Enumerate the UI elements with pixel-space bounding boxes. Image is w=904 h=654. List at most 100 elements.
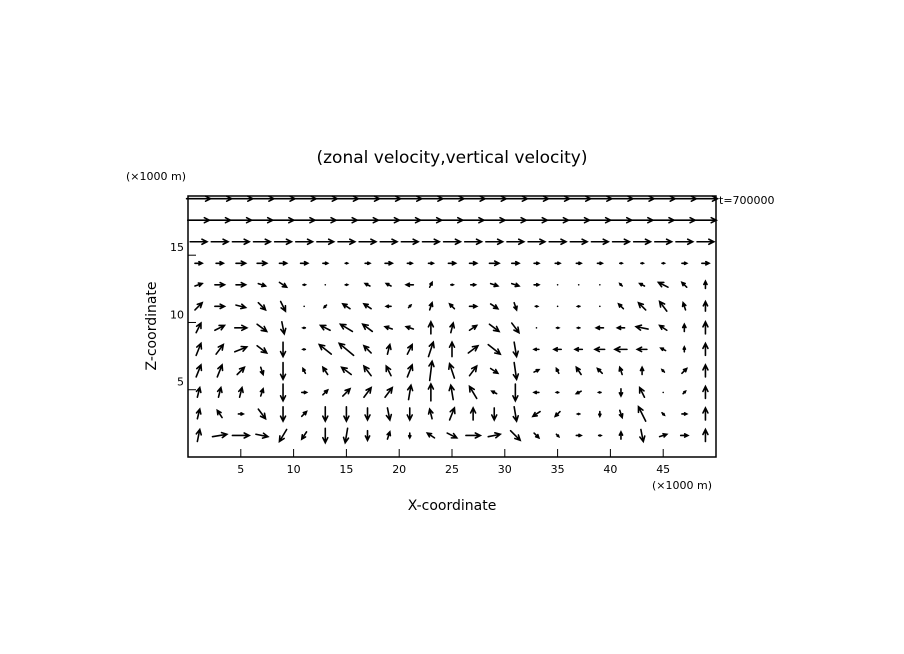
vector-arrow [234,324,249,332]
vector-arrow [489,303,500,310]
vector-arrow [575,433,583,438]
vector-arrow [322,261,330,266]
vector-arrow [384,304,392,309]
vector-arrow [534,304,540,308]
vector-arrow [469,282,478,287]
vector-arrow [189,238,209,246]
vector-arrow [256,323,269,333]
vector-arrow [637,301,647,311]
vector-arrow [575,412,581,416]
vector-arrow [450,283,455,287]
vector-arrow [569,238,589,246]
vector-arrow [681,412,689,416]
vector-arrow [231,238,251,246]
x-tick-label: 15 [339,463,353,476]
vector-arrow [487,343,502,356]
vector-arrow [635,346,648,353]
vector-arrow [533,432,541,440]
vector-arrow [259,366,265,377]
vector-arrow [658,432,669,438]
vector-arrow [513,301,518,312]
vector-arrow [237,385,244,399]
vector-arrow [597,434,603,437]
vector-arrow [554,261,562,266]
vector-arrow [575,261,583,266]
vector-arrow [363,386,373,399]
vector-arrow [618,409,624,420]
x-tick-label: 20 [392,463,406,476]
vector-arrow [195,427,203,443]
vector-arrow [363,282,371,287]
vector-arrow [552,346,562,352]
vector-arrow [681,261,689,266]
vector-arrow [510,322,521,335]
x-tick-label: 40 [603,463,617,476]
vector-arrow [680,281,688,288]
vector-arrow [548,238,568,246]
vector-arrow [195,341,203,357]
vector-arrow [442,238,463,246]
vector-arrow [532,390,540,395]
vector-arrow [279,405,287,423]
vector-arrow [702,341,709,357]
vector-arrow [593,346,606,353]
vector-arrow [489,282,500,288]
vector-arrow [468,324,479,332]
y-tick-label: 5 [177,376,184,389]
vector-arrow [654,238,674,246]
vector-arrow [341,302,351,310]
x-tick-label: 45 [656,463,670,476]
vector-arrow [692,195,720,202]
vector-arrow [406,342,413,355]
vector-arrow [214,281,227,288]
vector-arrow [385,342,392,355]
vector-arrow [384,260,395,266]
vector-arrow [487,432,502,439]
vector-arrow [300,431,308,441]
vector-arrow [259,387,265,397]
vector-arrow [316,238,336,246]
y-unit: (×1000 m) [126,170,186,183]
vector-arrow [638,386,646,399]
vector-arrow [468,384,478,400]
vector-arrow [597,410,602,419]
vector-arrow [596,261,605,266]
vector-arrow [611,238,632,246]
vector-arrow [702,384,709,400]
vector-arrow [278,260,289,266]
vector-arrow [613,346,628,353]
vector-arrow [321,365,329,376]
y-tick-label: 15 [170,241,184,254]
vector-arrow [195,321,202,334]
vector-arrow [342,387,352,397]
vector-arrow [533,261,541,266]
vector-arrow [467,344,480,354]
vector-arrow [301,326,307,330]
vector-arrow [596,391,602,394]
vector-arrow [255,432,270,439]
vector-arrow [383,325,394,331]
vector-arrow [512,383,519,403]
vector-arrow [337,342,355,357]
vector-arrow [448,406,456,421]
vector-arrow [660,368,666,373]
x-tick-label: 10 [287,463,301,476]
x-axis-label: X-coordinate [408,498,497,514]
vector-arrow [210,238,230,246]
vector-arrow [216,408,223,419]
vector-arrow [342,427,350,445]
vector-arrow [468,260,479,266]
vector-arrow [194,301,204,311]
vector-arrow [195,407,202,420]
x-tick-label: 35 [551,463,565,476]
vector-arrow [362,344,372,354]
vector-arrow [696,238,716,246]
x-unit: (×1000 m) [652,479,712,492]
vector-arrow [463,238,484,246]
vector-arrow [321,405,329,423]
vector-arrow [702,363,709,378]
vector-arrow [448,383,455,401]
vector-arrow [637,405,647,422]
vector-arrow [681,322,687,333]
vector-arrow [702,320,709,335]
